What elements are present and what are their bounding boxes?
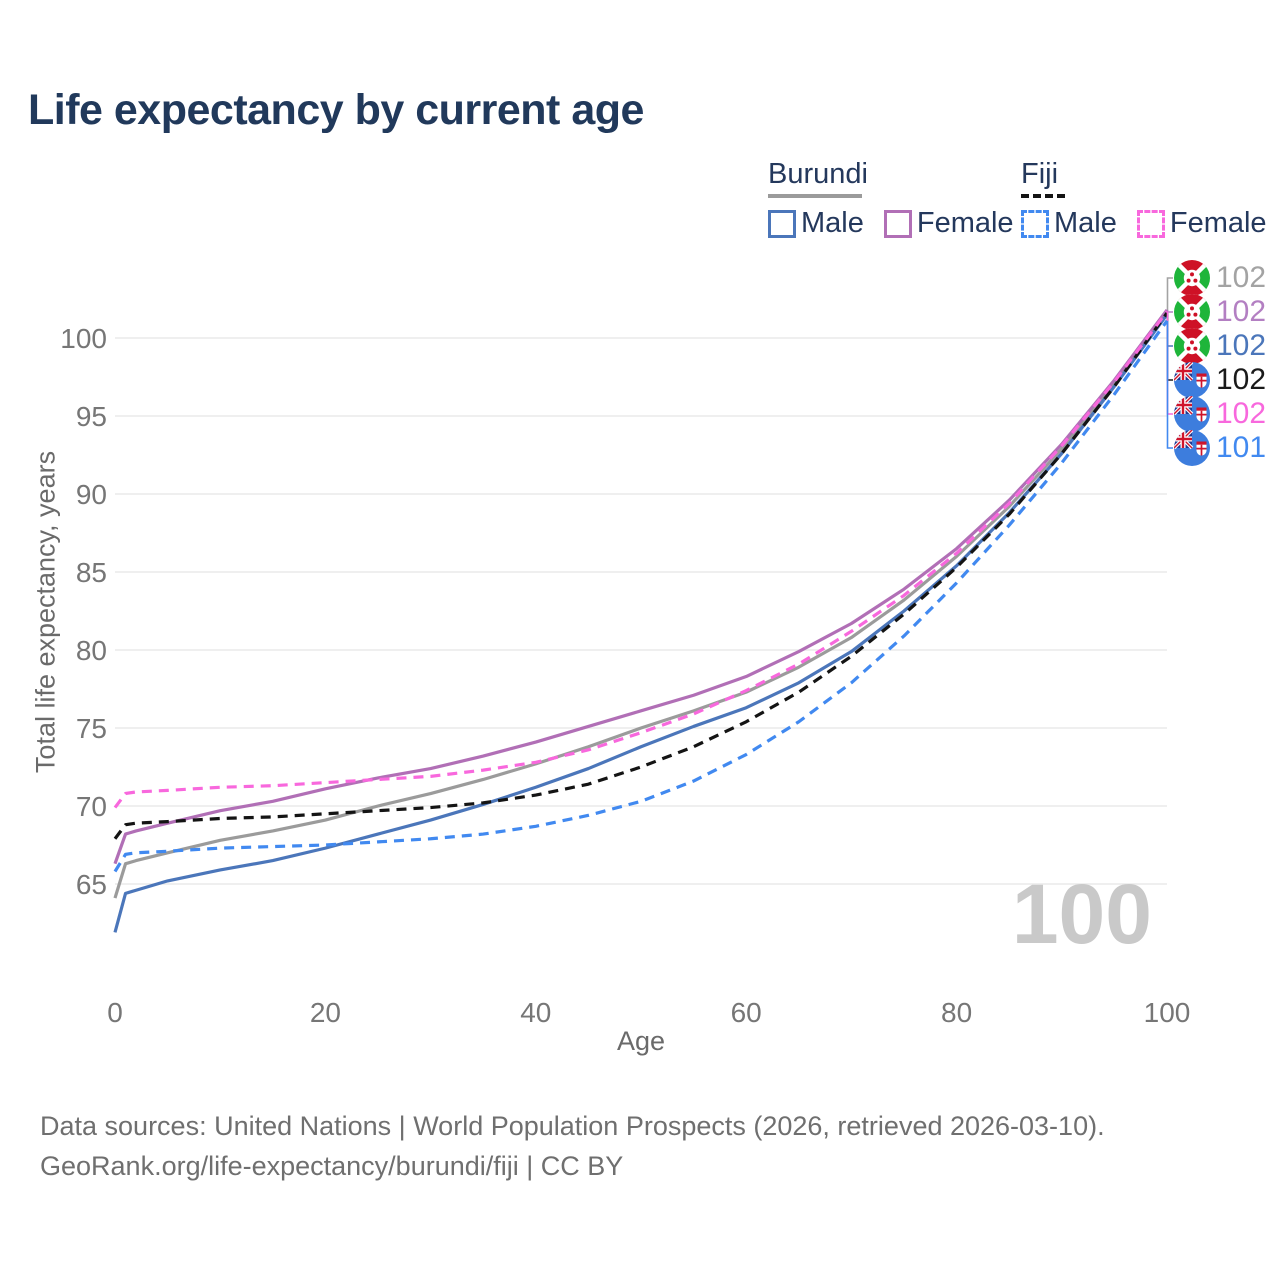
end-label-fiji-both: 102 [1174, 362, 1266, 398]
end-label-burundi-female: 102 [1174, 294, 1266, 330]
fiji-flag-icon [1174, 430, 1210, 466]
legend-item-label: Male [1054, 207, 1117, 239]
burundi-flag-icon [1174, 328, 1210, 364]
end-label-connector-fiji-female [1166, 311, 1173, 415]
legend-group-fiji: Fiji Male Female [1021, 158, 1267, 240]
fiji-flag-icon [1174, 396, 1210, 432]
page-title: Life expectancy by current age [28, 86, 644, 134]
end-label-connector-burundi-both [1166, 277, 1173, 312]
end-label-value: 101 [1216, 431, 1267, 464]
footer: Data sources: United Nations | World Pop… [40, 1106, 1105, 1186]
series-line-burundi-female[interactable] [113, 308, 1169, 865]
burundi-male-swatch-icon [768, 209, 796, 238]
y-tick-label: 65 [76, 869, 107, 900]
age-counter-watermark: 100 [1011, 867, 1152, 961]
legend-group-fiji-label: Fiji [1021, 158, 1059, 190]
footer-attribution: GeoRank.org/life-expectancy/burundi/fiji… [40, 1151, 624, 1181]
end-label-connector-fiji-male [1166, 320, 1173, 449]
y-tick-label: 100 [60, 323, 107, 354]
legend-item-label: Female [1169, 207, 1267, 239]
end-label-value: 102 [1216, 261, 1267, 294]
y-tick-label: 70 [76, 791, 107, 822]
y-tick-label: 85 [76, 557, 107, 588]
end-label-value: 102 [1216, 363, 1267, 396]
x-tick-label: 20 [310, 997, 341, 1028]
legend-item-burundi-female[interactable]: Female [883, 207, 1014, 240]
end-label-connector-burundi-male [1166, 314, 1173, 347]
y-axis-title: Total life expectancy, years [30, 450, 61, 774]
series-line-fiji-both[interactable] [113, 312, 1169, 840]
end-label-value: 102 [1216, 397, 1267, 430]
series-line-burundi-both[interactable] [113, 310, 1169, 899]
y-tick-label: 80 [76, 635, 107, 666]
end-label-value: 102 [1216, 329, 1267, 362]
series-line-fiji-female[interactable] [113, 310, 1169, 809]
legend-item-burundi-male[interactable]: Male [768, 207, 864, 240]
x-tick-label: 80 [941, 997, 972, 1028]
end-label-burundi-both: 102 [1174, 260, 1266, 296]
end-label-fiji-female: 102 [1174, 396, 1266, 432]
x-tick-label: 100 [1144, 997, 1191, 1028]
x-tick-label: 0 [107, 997, 123, 1028]
legend-item-label: Female [916, 207, 1014, 239]
end-label-fiji-male: 101 [1174, 430, 1266, 466]
end-label-connector-burundi-female [1166, 309, 1173, 313]
fiji-male-swatch-icon [1021, 209, 1049, 238]
legend-group-burundi: Burundi Male Female [768, 158, 1014, 240]
x-axis-title: Age [616, 1026, 666, 1056]
series-line-burundi-male[interactable] [113, 313, 1169, 933]
y-tick-label: 90 [76, 479, 107, 510]
burundi-flag-icon [1174, 260, 1210, 296]
legend-fiji-underline [1021, 194, 1065, 198]
series-line-fiji-male[interactable] [113, 319, 1169, 873]
legend-group-burundi-label: Burundi [768, 158, 868, 190]
footer-data-sources: Data sources: United Nations | World Pop… [40, 1111, 1105, 1141]
fiji-female-swatch-icon [1136, 209, 1165, 238]
fiji-flag-icon [1174, 362, 1210, 398]
legend-item-fiji-female[interactable]: Female [1136, 207, 1267, 240]
x-tick-label: 60 [731, 997, 762, 1028]
legend-burundi-underline [768, 194, 862, 198]
y-tick-label: 75 [76, 713, 107, 744]
burundi-flag-icon [1174, 294, 1210, 330]
end-label-burundi-male: 102 [1174, 328, 1266, 364]
burundi-female-swatch-icon [883, 209, 912, 238]
y-tick-label: 95 [76, 401, 107, 432]
legend-item-fiji-male[interactable]: Male [1021, 207, 1117, 240]
legend-item-label: Male [801, 207, 864, 239]
x-tick-label: 40 [520, 997, 551, 1028]
end-label-value: 102 [1216, 295, 1267, 328]
